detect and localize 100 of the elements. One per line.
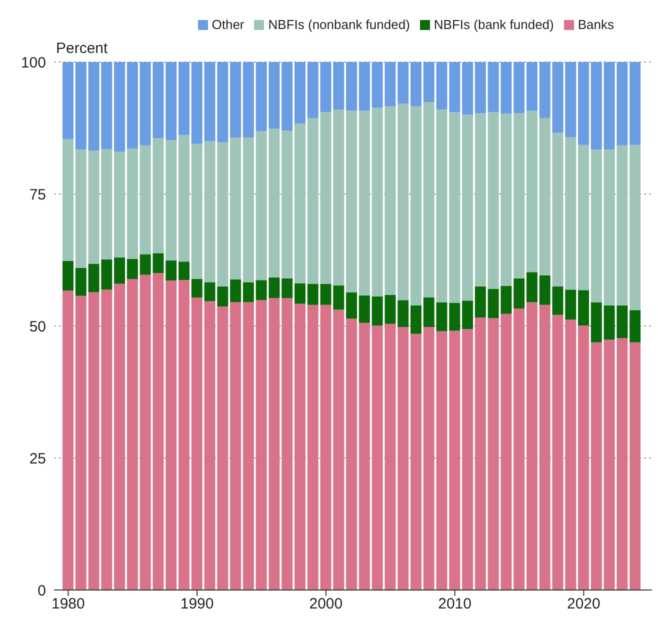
bar [462, 329, 474, 590]
bar [166, 140, 177, 261]
bar [307, 304, 318, 590]
bar [514, 278, 525, 309]
bar [410, 106, 422, 306]
bar [242, 138, 254, 282]
x-tick-label: 2010 [438, 596, 472, 613]
bar [410, 62, 422, 106]
bar [410, 334, 422, 590]
bar [358, 322, 370, 590]
bar [590, 342, 602, 590]
bar [462, 62, 474, 115]
bar [166, 62, 177, 140]
bar [474, 113, 486, 286]
y-tick-label: 0 [38, 582, 46, 600]
x-tick-label: 1990 [180, 596, 214, 613]
bar [462, 300, 474, 330]
bar [191, 144, 202, 280]
bar [75, 62, 86, 150]
bar [282, 298, 293, 590]
bar [590, 150, 602, 302]
bar [346, 292, 358, 319]
legend-label: Other [212, 17, 244, 32]
bar [578, 62, 590, 145]
bar [346, 318, 358, 590]
bar [526, 272, 538, 302]
bar [191, 62, 202, 144]
bar [62, 290, 74, 590]
bar [242, 302, 254, 590]
x-tick-label: 2000 [309, 596, 343, 613]
y-tick-label: 50 [29, 318, 46, 336]
bar [410, 305, 422, 334]
legend-label: NBFIs (bank funded) [434, 17, 554, 32]
bar [294, 304, 306, 590]
x-tick-label: 2020 [567, 596, 600, 613]
bar [474, 62, 486, 114]
bar [114, 152, 126, 258]
bar [526, 302, 538, 590]
bar [75, 296, 86, 590]
bar [346, 62, 358, 111]
bar [230, 280, 242, 302]
bar [294, 283, 306, 304]
bar [358, 295, 370, 323]
bar [191, 297, 202, 590]
bar [474, 286, 486, 318]
bar [346, 110, 358, 292]
bar [423, 327, 434, 590]
bar [282, 62, 293, 131]
bar [514, 308, 525, 590]
bar [358, 110, 370, 296]
bar [630, 342, 641, 590]
bar [578, 325, 590, 590]
bar [358, 62, 370, 111]
bar [474, 318, 486, 590]
bar [166, 280, 177, 590]
bar [242, 282, 254, 302]
bar [191, 279, 202, 298]
bar [565, 320, 576, 590]
bar [75, 268, 86, 296]
bar [178, 62, 190, 135]
bar [526, 62, 538, 111]
bar [423, 62, 434, 102]
bar [307, 118, 318, 284]
bar [114, 257, 126, 284]
bar [126, 148, 138, 259]
legend-label: NBFIs (nonbank funded) [268, 17, 410, 32]
y-tick-label: 100 [20, 54, 46, 72]
bar [307, 284, 318, 305]
bar [423, 102, 434, 298]
bar [565, 290, 576, 320]
bar [514, 62, 525, 114]
bar [178, 262, 190, 280]
bar [62, 139, 74, 262]
bar [75, 150, 86, 268]
bar [166, 260, 177, 281]
bar [282, 130, 293, 278]
y-axis-title: Percent [56, 40, 108, 57]
bar [578, 290, 590, 326]
bar [462, 114, 474, 301]
bar [514, 113, 525, 278]
legend-label: Banks [578, 17, 614, 32]
bar [590, 302, 602, 342]
bar [578, 144, 590, 290]
bar [526, 110, 538, 272]
bar [398, 327, 409, 590]
bar [423, 297, 434, 328]
y-tick-label: 25 [29, 450, 46, 468]
bar [398, 62, 409, 104]
bar [62, 261, 74, 291]
bar [126, 279, 138, 590]
bar [242, 62, 254, 138]
bar [126, 62, 138, 149]
bar [294, 124, 306, 284]
bar [590, 62, 602, 150]
bar [62, 62, 74, 140]
bar [178, 280, 190, 590]
bar [114, 62, 126, 152]
y-tick-label: 75 [29, 186, 46, 204]
bar [398, 300, 409, 328]
bar [230, 138, 242, 280]
